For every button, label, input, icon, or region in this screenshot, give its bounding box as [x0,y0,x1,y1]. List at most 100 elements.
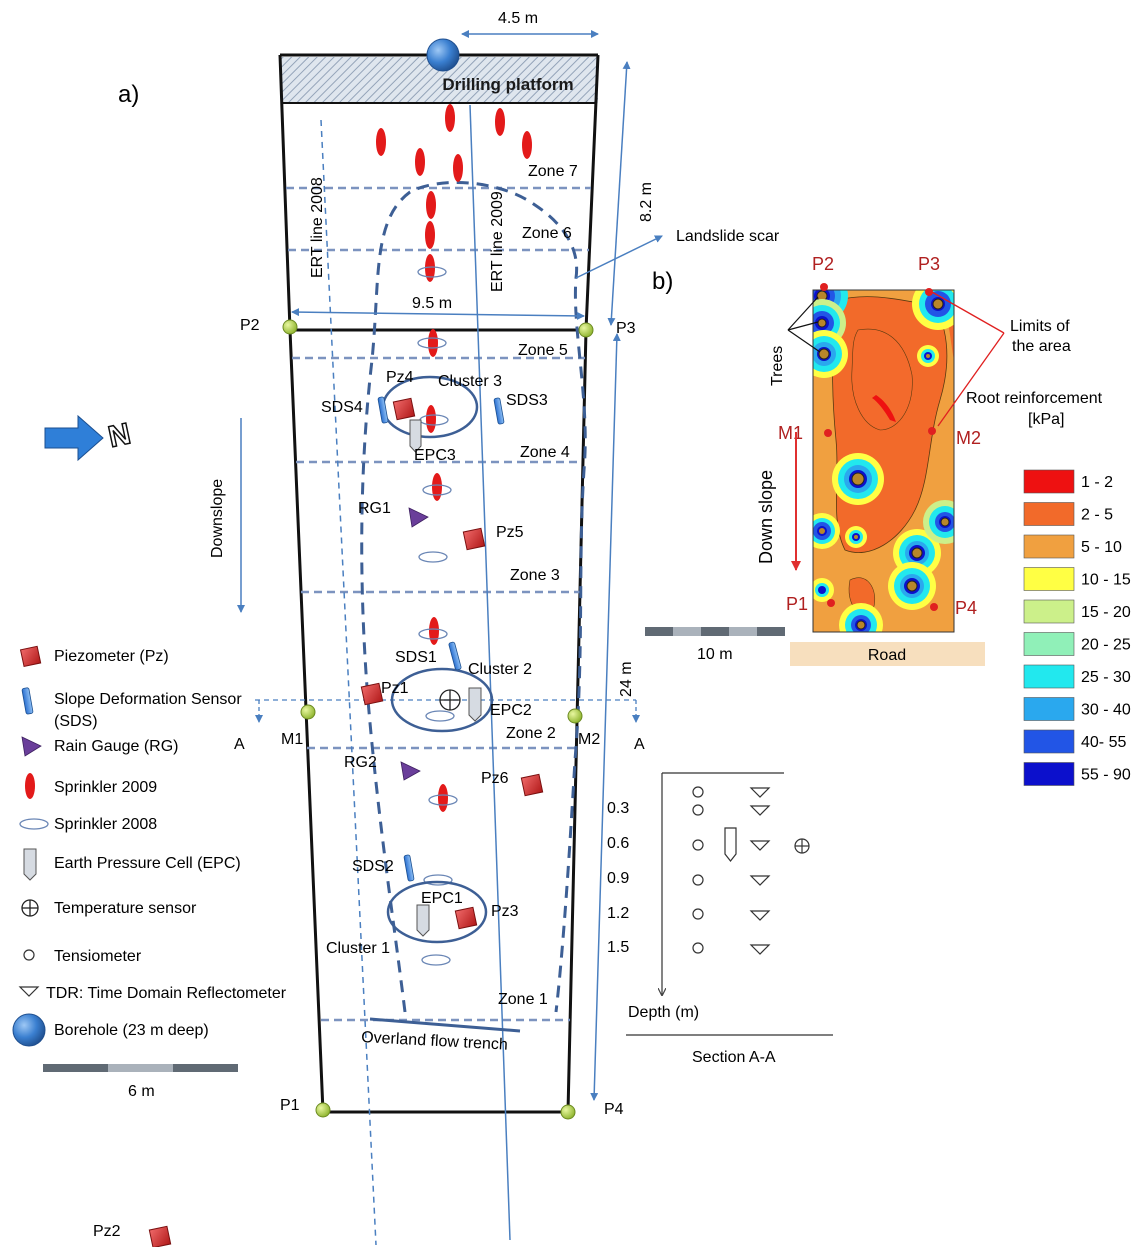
section-a-right-label: A [634,736,645,753]
zone-5-label: Zone 5 [518,342,568,359]
b-corner-p4: P4 [955,598,977,618]
colorbar-label: 20 - 25 [1081,637,1131,654]
legend-borehole: Borehole (23 m deep) [54,1022,209,1039]
pz6-label: Pz6 [481,770,509,787]
tree-hotspots [813,290,954,632]
rain-gauges [400,507,429,781]
sds4-label: SDS4 [321,399,363,416]
colorbar-label: 30 - 40 [1081,702,1131,719]
section-tdrs [749,787,771,955]
dim-mid-width [291,308,585,320]
sds3-label: SDS3 [506,392,548,409]
earth-pressure-cells [409,419,482,937]
dim-upper-length-label: 8.2 m [638,182,655,222]
plot-boundary-right [566,54,600,1113]
legend-piezometer: Piezometer (Pz) [54,648,169,665]
north-arrow-icon: N [44,414,134,462]
dim-upper-length [607,61,631,326]
pz2-label: Pz2 [93,1223,121,1240]
colorbar-swatch [1023,502,1075,526]
pz3-label: Pz3 [491,903,519,920]
section-temperature-icon [794,838,810,854]
corner-m1-label: M1 [281,731,303,748]
colorbar: 1 - 2 2 - 5 5 - 10 10 - 15 15 - 20 20 - 25 25 … [1023,469,1131,786]
landslide-scar-label: Landslide scar [676,228,780,245]
dim-mid-width-label: 9.5 m [412,295,452,312]
landslide-scar-outline [360,180,587,1013]
corner-m2-label: M2 [578,731,600,748]
corner-p4-label: P4 [604,1101,624,1118]
colorbar-label: 55 - 90 [1081,767,1131,784]
b-corner-m2: M2 [956,428,981,448]
epc3-label: EPC3 [414,447,456,464]
depth-1-2: 1.2 [607,905,629,922]
depth-0-6: 0.6 [607,835,629,852]
legend-epc: Earth Pressure Cell (EPC) [54,855,241,872]
b-corner-p1: P1 [786,594,808,614]
sprinklers-2009 [376,104,532,812]
colorbar-label: 15 - 20 [1081,604,1131,621]
colorbar-label: 25 - 30 [1081,669,1131,686]
dim-total-length [590,333,621,1101]
scale-bar-b-label: 10 m [697,646,733,663]
colorbar-label: 1 - 2 [1081,474,1113,491]
colorbar-label: 5 - 10 [1081,539,1122,556]
colorbar-swatch [1023,697,1075,721]
zone-6-label: Zone 6 [522,225,572,242]
zone-1-label: Zone 1 [498,991,548,1008]
legend-sds-icon [21,687,34,715]
legend-tdr-icon [18,986,40,997]
ert-line-2008-label: ERT line 2008 [309,177,326,278]
legend-sprinkler-2009-icon [25,773,35,799]
depth-0-3: 0.3 [607,800,629,817]
cluster-2-label: Cluster 2 [468,661,532,678]
trench-label: Overland flow trench [361,1029,508,1054]
colorbar-swatch [1023,664,1075,689]
cluster-1-label: Cluster 1 [326,940,390,957]
colorbar-label: 2 - 5 [1081,507,1113,524]
legend-temperature: Temperature sensor [54,900,197,917]
dim-total-length-label: 24 m [618,661,635,697]
b-corner-p3: P3 [918,254,940,274]
zone-7-label: Zone 7 [528,163,578,180]
temperature-sensor-icon [439,689,461,711]
trees-pointers [787,296,821,353]
north-label: N [105,417,133,454]
colorbar-swatch [1023,632,1075,656]
b-corner-m1: M1 [778,423,803,443]
colorbar-swatch [1023,567,1075,591]
ert-line-2009-label: ERT line 2009 [489,191,506,292]
depth-0-9: 0.9 [607,870,629,887]
cluster-1 [386,880,488,944]
ert-line-2009 [469,104,511,1241]
corner-p1-label: P1 [280,1097,300,1114]
sds2-label: SDS2 [352,858,394,875]
legend-sprinkler-2009: Sprinkler 2009 [54,779,157,796]
map-frame [812,289,955,633]
colorbar-swatch [1023,534,1075,559]
legend: Piezometer (Pz) Slope Deformation Sensor… [12,645,287,1047]
legend-sds: Slope Deformation Sensor [54,691,242,708]
colorbar-label: 10 - 15 [1081,572,1131,589]
borehole-icon [426,38,460,72]
legend-tensiometer-icon [23,949,35,961]
piezometers [148,397,544,1247]
root-reinforcement-unit: [kPa] [1028,411,1064,428]
corner-p2-label: P2 [240,317,260,334]
corner-p3-label: P3 [616,320,636,337]
colorbar-swatch [1023,729,1075,754]
b-corner-p2: P2 [812,254,834,274]
legend-rain-gauge-icon [21,736,42,757]
section-title: Section A-A [692,1049,776,1066]
panel-b-corners [820,283,938,611]
corner-markers [282,319,594,1120]
limits-pointers [931,291,1005,427]
section-epc-icon [724,827,737,862]
legend-epc-icon [23,848,37,881]
road [790,642,985,666]
panel-b-label: b) [652,268,673,295]
scale-bar-a-label: 6 m [128,1083,155,1100]
pz4-label: Pz4 [386,369,414,386]
panel-a-label: a) [118,81,139,108]
road-label: Road [868,647,906,664]
